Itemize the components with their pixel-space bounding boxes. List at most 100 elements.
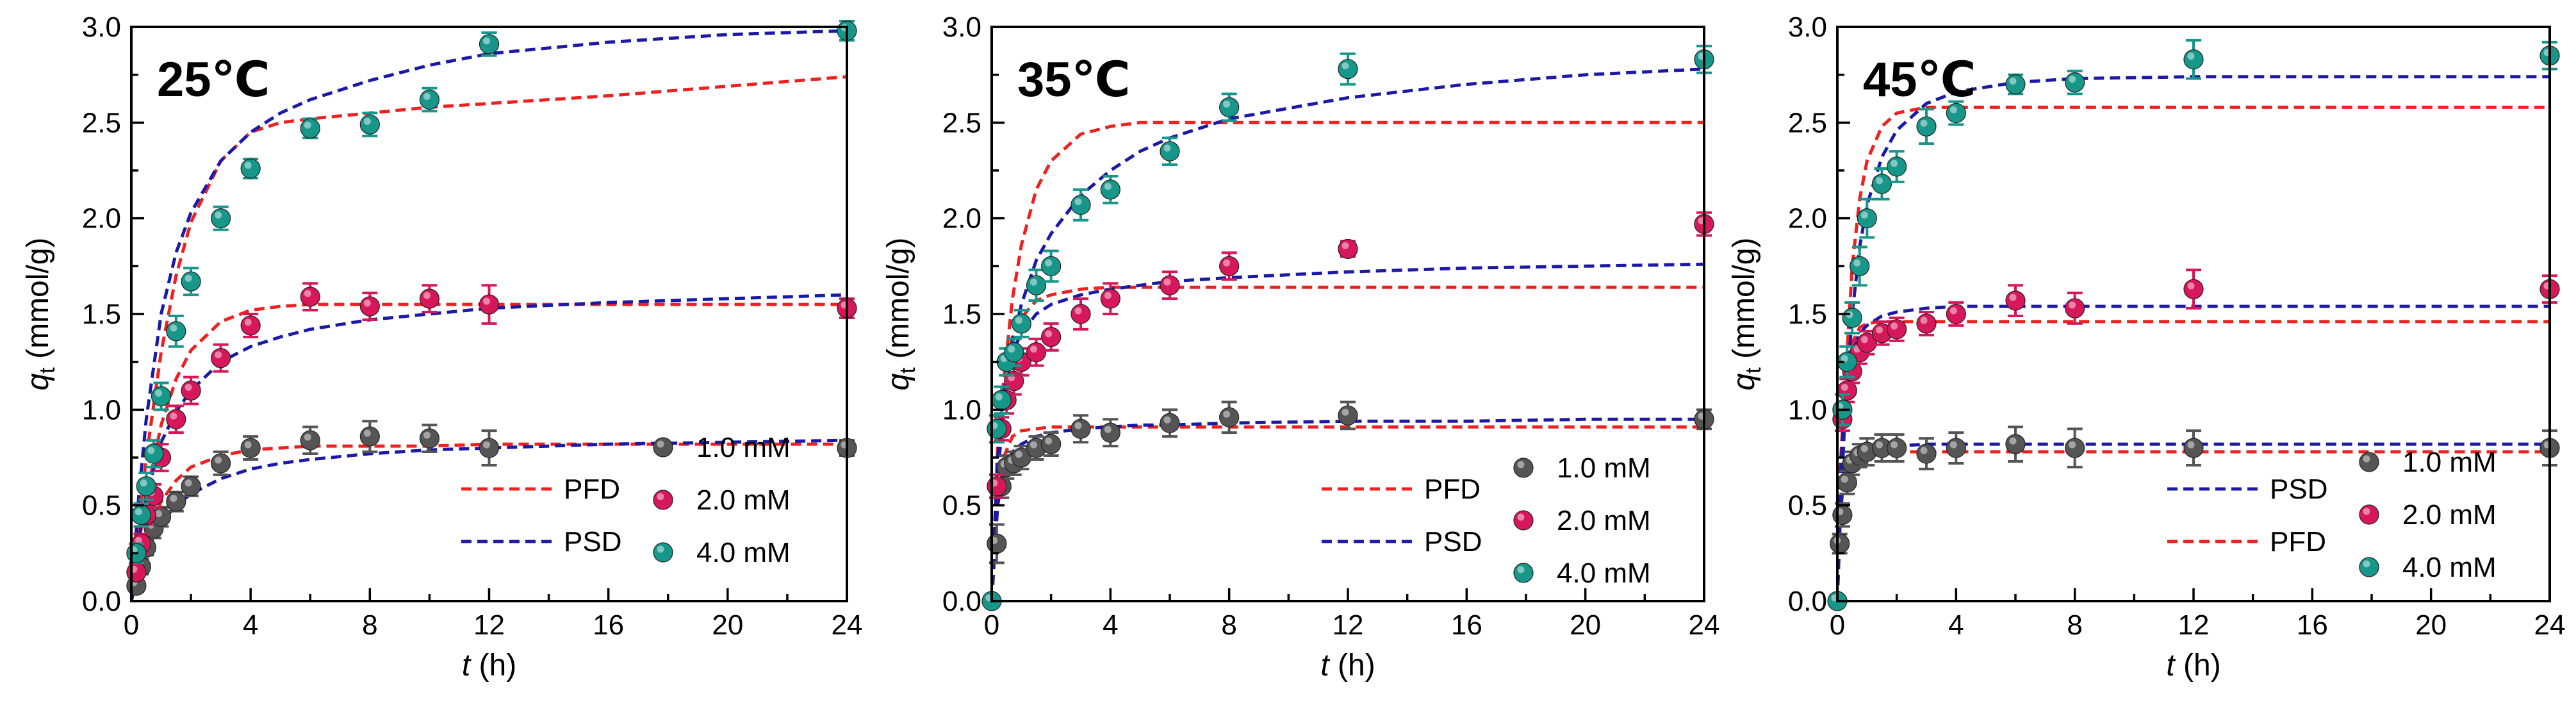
marker-highlight (1223, 100, 1231, 108)
y-tick-label: 2.0 (82, 203, 121, 235)
legend-item-40mm: 4.0 mM (653, 537, 791, 568)
legend-label: 2.0 mM (696, 484, 791, 516)
data-point (1837, 352, 1857, 372)
data-point (166, 321, 186, 342)
data-point (2065, 298, 2085, 318)
marker-highlight (1163, 416, 1171, 424)
marker-highlight (1920, 447, 1928, 454)
legend-label: PSD (2270, 474, 2327, 505)
marker-body (300, 286, 320, 307)
y-axis-title: qt (mmol/g) (21, 238, 60, 391)
y-tick-label: 0.5 (942, 490, 981, 522)
data-point (987, 418, 1007, 439)
data-point (419, 428, 440, 449)
data-point (1026, 342, 1047, 363)
marker-highlight (483, 297, 490, 305)
marker-highlight (1341, 408, 1349, 416)
marker-highlight (304, 121, 311, 129)
marker-body (1071, 195, 1091, 215)
marker-highlight (483, 37, 490, 45)
y-axis-title: qt (mmol/g) (882, 238, 920, 391)
marker-highlight (1104, 292, 1112, 299)
x-axis-unit: (h) (470, 649, 516, 682)
marker-body (1842, 308, 1862, 328)
panel-35c: 0 4 8 12 16 20 240.00.51.01.52.02.53.0t (h)qt … (882, 12, 1719, 682)
marker-body (2065, 72, 2085, 93)
data-point (1160, 141, 1180, 161)
fit-psd-curve-40mm (1837, 75, 2550, 601)
data-point (1830, 533, 1850, 554)
x-axis-symbol: t (462, 649, 472, 682)
data-point (300, 118, 320, 138)
marker-highlight (423, 292, 431, 299)
legend-marker-swatch (1513, 458, 1534, 478)
series-10mm (1830, 426, 2560, 555)
marker-highlight (1163, 278, 1171, 286)
marker-highlight (1853, 259, 1861, 267)
data-point (1857, 208, 1877, 229)
fit-pfd-curve-10mm (992, 425, 1704, 601)
legend-label: 2.0 mM (2402, 499, 2497, 531)
marker-body (1071, 304, 1091, 324)
marker-highlight (1341, 242, 1349, 249)
marker-highlight (2069, 301, 2076, 309)
y-tick-label: 0.5 (1788, 490, 1827, 522)
series-40mm (1827, 38, 2560, 611)
y-axis-symbol: q (882, 373, 915, 390)
data-point (1011, 447, 1031, 468)
series-20mm (987, 211, 1714, 499)
y-axis-unit: (mmol/g) (21, 238, 55, 368)
data-point (1916, 116, 1937, 136)
x-tick-label: 0 (124, 609, 139, 641)
panel-title: 35℃ (1017, 53, 1131, 107)
data-point (1160, 275, 1180, 295)
data-point (300, 430, 320, 450)
marker-highlight (2187, 282, 2195, 290)
marker-body (1026, 275, 1047, 295)
fit-pfd-curve-40mm (131, 75, 847, 601)
marker-highlight (147, 447, 155, 454)
marker-body (2359, 452, 2379, 472)
legend-item-40mm: 4.0 mM (2359, 552, 2497, 583)
y-tick-label: 2.0 (1788, 203, 1827, 235)
marker-body (1100, 179, 1120, 200)
marker-highlight (1920, 119, 1928, 127)
marker-body (2065, 438, 2085, 458)
marker-body (991, 390, 1012, 411)
marker-highlight (2187, 441, 2195, 449)
legend-item-40mm: 4.0 mM (1513, 558, 1651, 589)
marker-highlight (1074, 307, 1082, 315)
marker-highlight (1341, 62, 1349, 70)
marker-highlight (1045, 259, 1053, 267)
marker-body (1887, 156, 1907, 177)
legend-label: 1.0 mM (2402, 447, 2497, 478)
marker-body (1100, 422, 1120, 443)
y-axis-subscript: t (1741, 367, 1766, 374)
marker-highlight (2069, 441, 2076, 449)
marker-body (151, 386, 172, 407)
marker-highlight (185, 479, 192, 487)
marker-highlight (423, 92, 431, 100)
marker-highlight (1876, 326, 1883, 334)
data-point (479, 294, 500, 315)
x-axis-title: t (h) (462, 649, 516, 682)
legend-label: PSD (1424, 526, 1482, 558)
legend-item-20mm: 2.0 mM (653, 484, 791, 516)
marker-body (359, 426, 380, 447)
fit-pfd-curve-10mm (1837, 450, 2550, 601)
data-point (2005, 434, 2026, 454)
data-point (2183, 438, 2204, 458)
panel-title: 45℃ (1863, 53, 1976, 107)
legend-item-10mm: 1.0 mM (653, 432, 791, 463)
y-tick-label: 1.0 (942, 394, 981, 426)
y-tick-label: 3.0 (1788, 12, 1827, 43)
marker-highlight (135, 508, 142, 516)
x-tick-label: 12 (473, 609, 505, 641)
marker-highlight (140, 479, 147, 487)
x-axis-symbol: t (1320, 649, 1330, 682)
data-point (1041, 434, 1062, 454)
data-point (359, 296, 380, 317)
x-tick-label: 16 (1451, 609, 1482, 641)
marker-body (2359, 557, 2379, 577)
marker-body (1871, 174, 1892, 194)
